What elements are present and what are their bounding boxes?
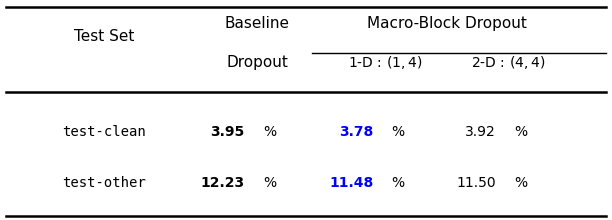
Text: %: %: [392, 125, 405, 139]
Text: test-other: test-other: [62, 176, 146, 190]
Text: 3.95: 3.95: [211, 125, 245, 139]
Text: test-clean: test-clean: [62, 125, 146, 139]
Text: Test Set: Test Set: [74, 29, 134, 44]
Text: 12.23: 12.23: [201, 176, 245, 190]
Text: 11.50: 11.50: [456, 176, 496, 190]
Text: 11.48: 11.48: [329, 176, 373, 190]
Text: 1-D : $(1, 4)$: 1-D : $(1, 4)$: [348, 54, 423, 71]
Text: %: %: [392, 176, 405, 190]
Text: %: %: [263, 176, 276, 190]
Text: 3.92: 3.92: [465, 125, 496, 139]
Text: %: %: [514, 125, 527, 139]
Text: 2-D : $(4, 4)$: 2-D : $(4, 4)$: [471, 54, 545, 71]
Text: %: %: [514, 176, 527, 190]
Text: Dropout: Dropout: [226, 55, 288, 70]
Text: %: %: [263, 125, 276, 139]
Text: 3.78: 3.78: [339, 125, 373, 139]
Text: Macro-Block Dropout: Macro-Block Dropout: [367, 16, 527, 31]
Text: Baseline: Baseline: [225, 16, 289, 31]
